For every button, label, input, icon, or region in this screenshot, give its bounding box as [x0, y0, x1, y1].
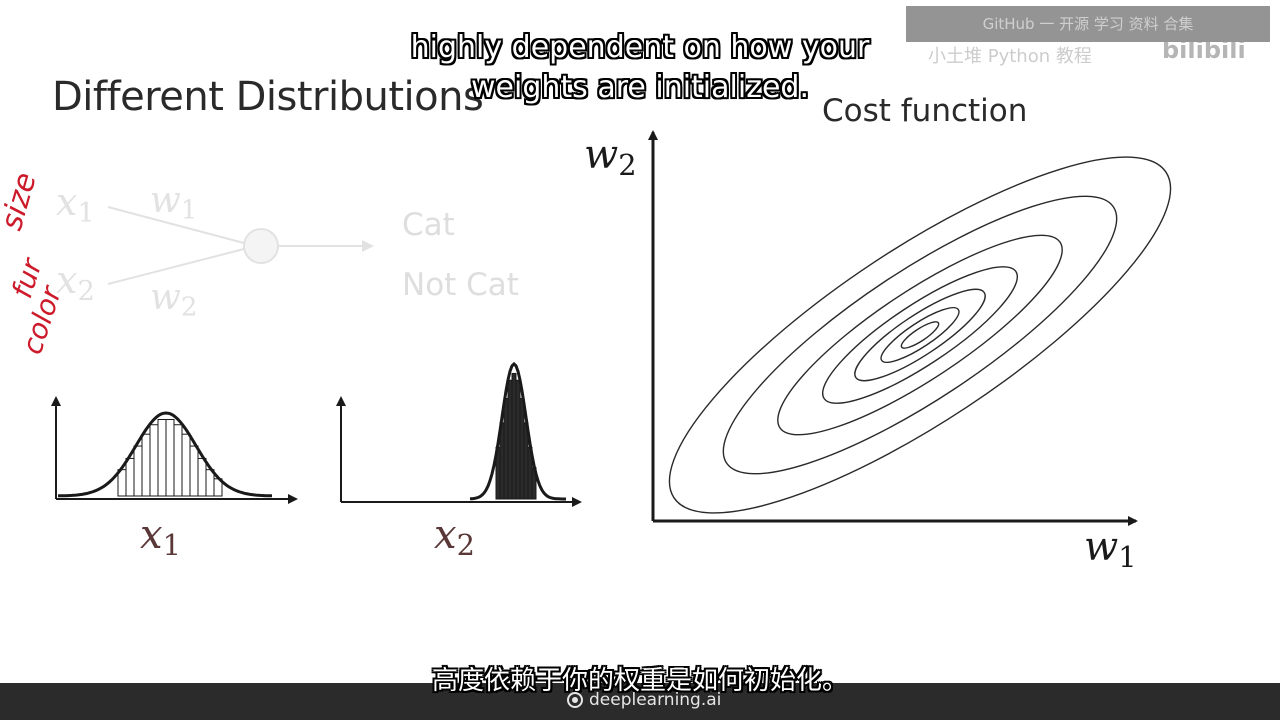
deeplearning-logo-icon	[567, 692, 583, 708]
handwritten-annotations: size fur color	[0, 169, 68, 359]
contour-1	[668, 156, 1172, 514]
watermark-banner: GitHub 一 开源 学习 资料 合集	[906, 6, 1270, 42]
histogram-bar	[519, 397, 525, 500]
faded-network	[107, 206, 374, 285]
histogram-bar	[133, 445, 143, 497]
network-weight-w2: w2	[150, 277, 198, 323]
dist1-histogram	[117, 418, 223, 497]
histogram-bar	[503, 397, 509, 500]
dist-label-x1: x1	[140, 512, 181, 563]
histogram-bar	[189, 445, 199, 497]
histogram-bar	[165, 418, 175, 497]
histogram-bar	[507, 379, 513, 500]
contour-3	[777, 234, 1063, 436]
subtitle-en-line2: weights are initialized.	[471, 70, 809, 105]
histogram-bar	[197, 457, 207, 497]
watermark-subtext: 小土堆 Python 教程	[928, 46, 1092, 67]
contour-5	[854, 288, 986, 382]
histogram-bar	[181, 433, 191, 497]
video-bottom-bar	[0, 683, 1280, 720]
network-edge-w1	[107, 206, 245, 244]
histogram-bar	[125, 457, 135, 497]
brand: deeplearning.ai	[567, 690, 721, 710]
network-input-x2: x2	[56, 258, 95, 307]
contour-6	[880, 307, 960, 363]
dist2-histogram	[495, 372, 537, 500]
histogram-bar	[149, 424, 159, 497]
network-weight-w1: w1	[150, 180, 198, 226]
subtitle-zh: 高度依赖于你的权重是如何初始化。	[431, 666, 848, 696]
network-neuron	[243, 228, 279, 264]
network-output-not-cat: Not Cat	[402, 267, 519, 303]
histogram-bar	[511, 372, 517, 500]
histogram-bar	[141, 433, 151, 497]
contour-2	[722, 195, 1118, 475]
cost-contour-plot	[648, 130, 1172, 526]
distribution-x1-plot	[51, 396, 298, 504]
dist-label-x2: x2	[434, 512, 475, 563]
distribution-x2-plot	[336, 361, 582, 507]
slide-title: Different Distributions	[52, 74, 484, 120]
contour-ellipses	[668, 156, 1172, 514]
cost-function-title: Cost function	[822, 93, 1028, 129]
histogram-bar	[515, 379, 521, 500]
annotation-size: size	[0, 169, 44, 235]
bilibili-logo: bilibili	[1162, 36, 1246, 64]
brand-name: deeplearning.ai	[589, 690, 722, 710]
histogram-bar	[157, 418, 167, 497]
dist2-curve	[469, 361, 566, 501]
contour-7	[900, 321, 940, 349]
cost-axis-w2: w2	[584, 132, 637, 183]
subtitle-en-line1: highly dependent on how your	[410, 30, 870, 65]
network-edge-w2	[107, 248, 245, 285]
network-input-x1: x1	[56, 180, 95, 229]
cost-axis-w1: w1	[1084, 524, 1137, 575]
network-output-cat: Cat	[402, 207, 455, 243]
contour-4	[821, 266, 1019, 404]
histogram-bar	[173, 424, 183, 497]
dist1-curve	[57, 411, 272, 498]
